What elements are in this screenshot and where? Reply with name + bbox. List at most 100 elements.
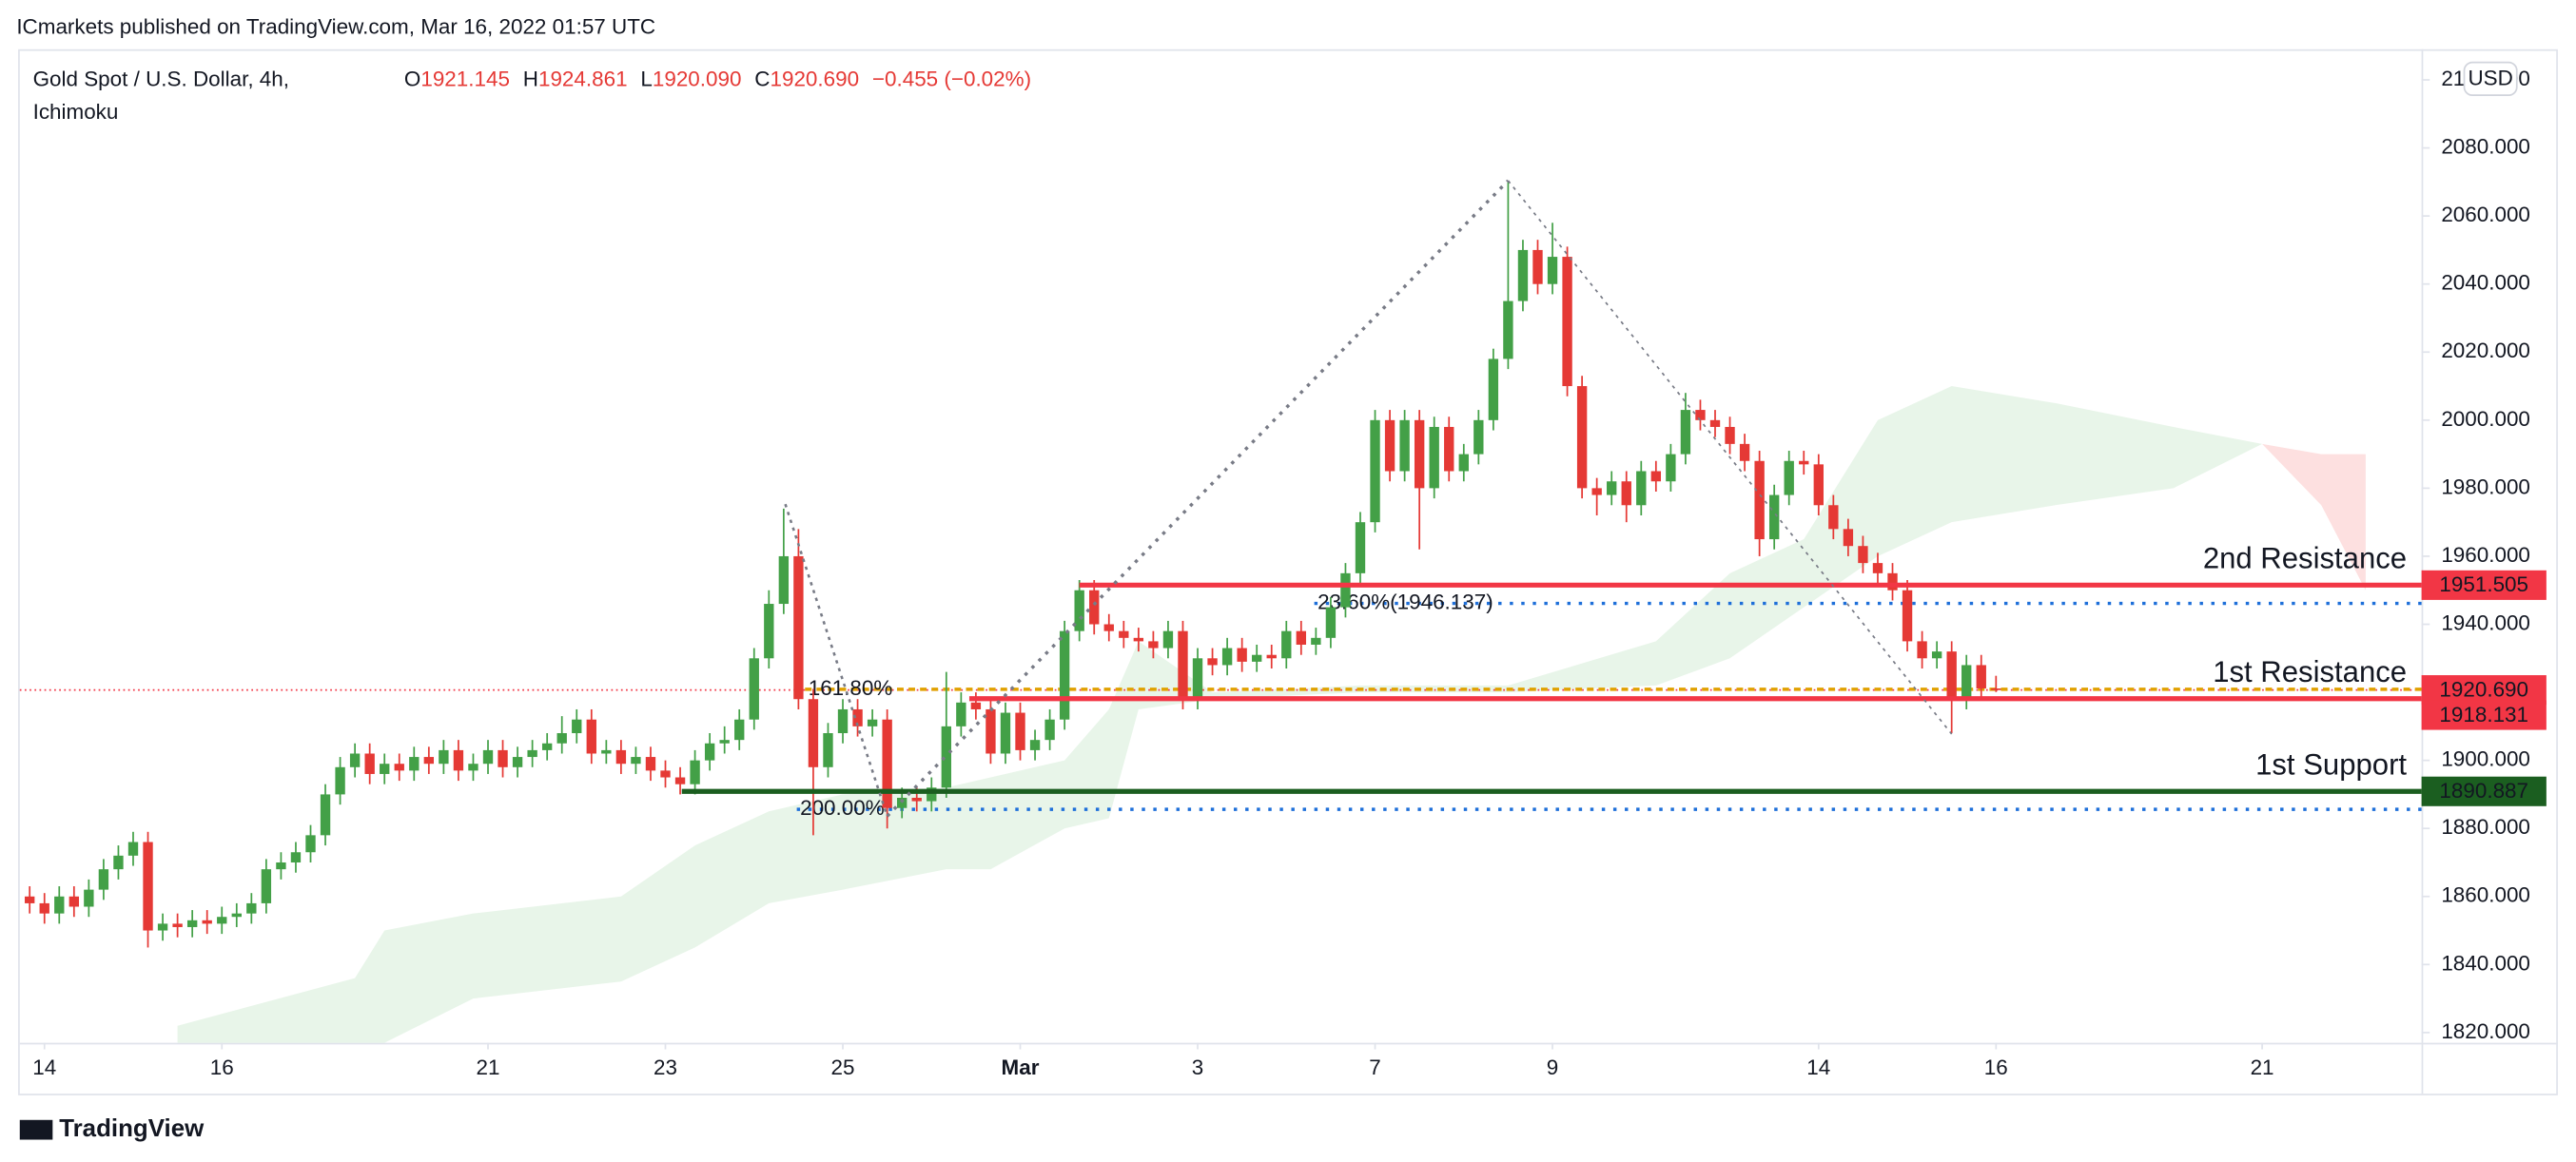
price-badge (2421, 776, 2547, 806)
candle-body (54, 896, 65, 914)
price-badge-label: 1920.690 (2439, 677, 2528, 701)
candle-body (867, 719, 878, 726)
candle-body (1089, 590, 1100, 625)
candle-body (1325, 607, 1337, 638)
candle-body (1799, 460, 1809, 465)
candle-body (409, 757, 420, 771)
brand-logo (19, 1119, 53, 1140)
candle-body (541, 743, 553, 750)
candle-body (1621, 481, 1631, 506)
candle-body (1666, 454, 1676, 482)
x-tick-label: 25 (831, 1055, 855, 1079)
x-tick-label: 14 (1806, 1055, 1830, 1079)
x-tick-label: 16 (1984, 1055, 2008, 1079)
zigzag-drawing (1507, 180, 1953, 735)
candle-body (1059, 630, 1070, 720)
candle-body (1576, 386, 1588, 489)
candle-body (1547, 257, 1558, 284)
brand-name: TradingView (59, 1115, 205, 1142)
candle-body (719, 740, 730, 744)
candle-body (335, 766, 345, 795)
candle-body (1074, 590, 1084, 631)
candle-body (601, 749, 612, 754)
candle-body (68, 896, 80, 907)
price-badge (2421, 675, 2547, 706)
candle-body (527, 749, 537, 758)
y-tick-label: 1860.000 (2441, 883, 2530, 907)
candle-body (1119, 630, 1129, 638)
candle-body (1015, 712, 1025, 750)
zigzag-drawing (886, 179, 1510, 818)
legend-value: 1921.145 (420, 68, 510, 91)
price-badge-label: 1918.131 (2439, 703, 2528, 726)
x-tick-label: Mar (1002, 1055, 1040, 1079)
candle-body (645, 757, 656, 771)
legend-key: C (754, 68, 770, 91)
candle-body (512, 757, 523, 767)
y-tick-label: 1840.000 (2441, 951, 2530, 975)
ohlc-legend: O1921.145 H1924.861 L1920.090 C1920.690 −0.4… (404, 68, 1031, 91)
candle-body (911, 797, 922, 802)
candle-body (453, 749, 464, 771)
candle-body (941, 726, 951, 788)
x-tick-label: 7 (1369, 1055, 1380, 1079)
candle-body (113, 855, 124, 870)
candle-body (157, 923, 168, 931)
x-tick-label: 9 (1547, 1055, 1558, 1079)
candle-body (1695, 410, 1706, 420)
x-tick-label: 21 (2251, 1055, 2274, 1079)
price-badge-label: 1890.887 (2439, 779, 2528, 803)
y-tick-label: 2060.000 (2441, 203, 2530, 226)
candle-body (25, 896, 35, 903)
candle-body (423, 757, 435, 765)
candle-body (690, 760, 700, 784)
currency-label[interactable]: USD (2468, 67, 2512, 90)
candle-body (1221, 648, 1233, 666)
x-tick-label: 16 (210, 1055, 234, 1079)
y-tick-label: 1960.000 (2441, 543, 2530, 567)
candle-body (468, 764, 478, 771)
candle-body (704, 743, 715, 761)
candle-body (1517, 249, 1529, 301)
candle-body (482, 749, 494, 765)
candle-body (1562, 257, 1572, 387)
candle-body (734, 719, 745, 741)
legend-key: H (523, 68, 538, 91)
candle-body (1399, 419, 1410, 472)
candle-body (1946, 651, 1957, 700)
legend-value: 1920.090 (653, 68, 742, 91)
candle-body (305, 835, 316, 853)
candle-body (956, 702, 966, 726)
candle-body (1266, 654, 1277, 659)
candle-body (98, 869, 109, 890)
candle-body (1591, 488, 1602, 495)
currency-button[interactable] (2463, 61, 2518, 97)
candle-body (394, 764, 404, 771)
candle-body (1355, 522, 1366, 573)
level-name: 1st Resistance (2213, 655, 2407, 688)
candle-body (1384, 419, 1395, 472)
candle-body (364, 753, 375, 774)
candle-body (1843, 529, 1854, 547)
y-tick-label: 2000.000 (2441, 407, 2530, 431)
price-badge (2421, 570, 2547, 600)
candle-body (349, 753, 361, 767)
candle-body (290, 852, 302, 862)
candle-body (261, 869, 272, 903)
candle-body (674, 777, 686, 784)
ichimoku-cloud (2262, 443, 2366, 591)
candle-body (1311, 637, 1321, 645)
candle-body (1148, 641, 1159, 649)
fib-level-label: 161.80% (809, 676, 893, 700)
level-name: 1st Support (2255, 748, 2407, 782)
candle-body (276, 862, 286, 870)
zigzag-drawing (784, 503, 888, 817)
legend-value: 1924.861 (538, 68, 628, 91)
candle-body (186, 920, 198, 927)
candle-body (852, 708, 863, 726)
candle-body (1370, 419, 1380, 523)
candle-body (84, 889, 94, 907)
candle-body (1029, 740, 1041, 750)
candle-body (1044, 719, 1055, 741)
candle-body (380, 764, 390, 774)
